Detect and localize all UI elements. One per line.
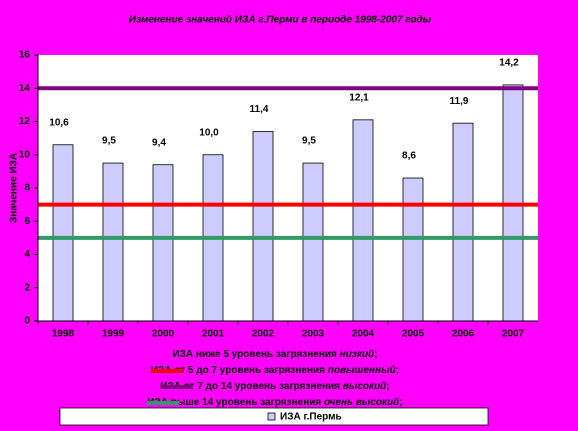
y-axis-label: Значение ИЗА <box>9 153 20 223</box>
note-text: ИЗА от 5 до 7 уровень загрязнения <box>151 365 328 376</box>
bar <box>152 164 174 322</box>
note-emphasis: повышенный <box>328 365 396 376</box>
value-label: 9,4 <box>152 137 166 148</box>
x-tick-label: 1998 <box>52 329 75 340</box>
legend-label: ИЗА г.Пермь <box>280 412 342 423</box>
y-tick-label: 8 <box>24 183 30 194</box>
x-tick-label: 2001 <box>202 329 225 340</box>
note: ИЗА от 7 до 14 уровень загрязнения высок… <box>160 381 389 392</box>
x-tick-label: 2007 <box>502 329 525 340</box>
note-emphasis: высокий <box>343 381 387 392</box>
value-label: 10,6 <box>49 117 69 128</box>
y-tick-label: 4 <box>24 249 30 260</box>
y-tick-label: 0 <box>24 316 30 327</box>
bar <box>352 119 374 322</box>
legend-swatch <box>267 412 276 421</box>
x-tick-label: 2000 <box>152 329 175 340</box>
note-text: ИЗА выше 14 уровень загрязнения <box>147 397 324 408</box>
bar <box>452 122 474 322</box>
note-text: ИЗА от 7 до 14 уровень загрязнения <box>160 381 342 392</box>
value-label: 11,4 <box>250 104 269 115</box>
note: ИЗА от 5 до 7 уровень загрязнения повыше… <box>151 365 399 376</box>
value-label: 14,2 <box>499 58 519 69</box>
note-emphasis: очень высокий <box>324 397 399 408</box>
y-tick-label: 10 <box>19 149 31 160</box>
value-label: 9,5 <box>102 136 116 147</box>
note: ИЗА ниже 5 уровень загрязнения низкий; <box>172 349 377 360</box>
y-tick-label: 14 <box>19 83 31 94</box>
x-tick-label: 2005 <box>402 329 425 340</box>
note-end: ; <box>399 397 402 408</box>
x-tick-label: 2002 <box>252 329 275 340</box>
chart-title: Изменение значений ИЗА г.Перми в периоде… <box>129 15 432 26</box>
note-end: ; <box>386 381 389 392</box>
note-end: ; <box>374 349 377 360</box>
x-tick-label: 2003 <box>302 329 325 340</box>
note: ИЗА выше 14 уровень загрязнения очень вы… <box>147 397 402 408</box>
y-tick-label: 12 <box>19 116 31 127</box>
bar <box>402 177 424 322</box>
value-label: 10,0 <box>199 127 219 138</box>
value-label: 8,6 <box>402 151 416 162</box>
bar <box>52 144 74 322</box>
x-tick-label: 2006 <box>452 329 475 340</box>
bar <box>102 162 124 322</box>
note-end: ; <box>396 365 399 376</box>
value-label: 11,9 <box>450 96 469 107</box>
value-label: 12,1 <box>349 92 369 103</box>
note-text: ИЗА ниже 5 уровень загрязнения <box>172 349 339 360</box>
bar <box>302 162 324 322</box>
value-label: 9,5 <box>302 136 316 147</box>
y-tick-label: 2 <box>24 282 30 293</box>
bar <box>252 131 274 322</box>
x-tick-label: 2004 <box>352 329 375 340</box>
note-emphasis: низкий <box>340 349 375 360</box>
y-tick-label: 16 <box>19 50 31 61</box>
y-tick-label: 6 <box>24 216 30 227</box>
x-tick-label: 1999 <box>102 329 125 340</box>
